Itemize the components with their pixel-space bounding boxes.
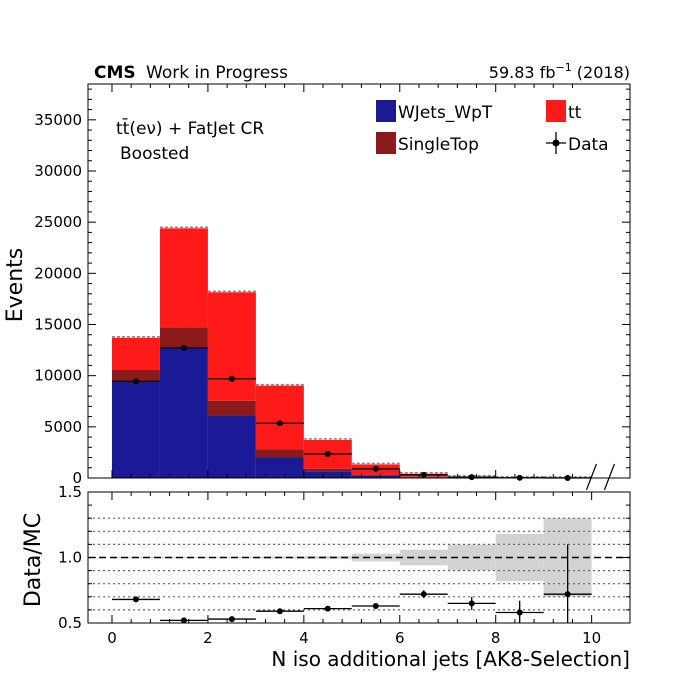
- legend-swatch-1: [546, 100, 566, 122]
- axis-break-mark-2: [603, 463, 615, 491]
- x-tick-label-3: 6: [395, 629, 405, 647]
- stack-bars: [111, 226, 592, 478]
- ratio-point-7: [468, 600, 475, 607]
- bar-singletop-3: [255, 449, 304, 458]
- bar-wjets-wpt-2: [207, 415, 256, 478]
- y-tick-label-1: 5000: [44, 418, 82, 436]
- ratio-frame: [87, 491, 631, 624]
- experiment-name: CMS: [94, 63, 136, 83]
- lumi-exponent: −1: [555, 61, 571, 74]
- lumi-value: 59.83 fb: [489, 63, 556, 82]
- bar-tt-3: [255, 385, 304, 450]
- data-point-2: [228, 375, 235, 382]
- ratio-gridlines: [88, 517, 630, 611]
- data-point-3: [276, 420, 283, 427]
- bar-wjets-wpt-4: [303, 471, 352, 478]
- ratio-point-4: [324, 605, 331, 612]
- x-axis-label: N iso additional jets [AK8-Selection]: [271, 647, 630, 671]
- bar-singletop-2: [207, 400, 256, 416]
- lumi-year: (2018): [572, 63, 630, 82]
- legend: WJets_WpT tt SingleTop Data: [376, 100, 609, 155]
- y-tick-label-5: 25000: [34, 213, 82, 231]
- y-tick-label-3: 15000: [34, 315, 82, 333]
- bar-wjets-wpt-5: [351, 475, 400, 478]
- bar-wjets-wpt-0: [111, 381, 160, 478]
- bar-singletop-1: [159, 327, 208, 349]
- band-bin-1: [159, 556, 208, 559]
- ratio-point-0: [132, 596, 139, 603]
- experiment-label: CMS Work in Progress: [94, 63, 288, 83]
- data-point-5: [372, 465, 379, 472]
- main-panel: 0 5000 10000 15000 20000 25000 30000 35000: [34, 83, 631, 491]
- axis-break-mark-1: [585, 463, 597, 491]
- ratio-point-5: [372, 602, 379, 609]
- x-tick-label-0: 0: [107, 629, 117, 647]
- data-point-1: [180, 345, 187, 352]
- ratio-axes: 0.5 1.0 1.5 0 2 4 6 8 10: [58, 483, 630, 647]
- legend-swatch-0: [376, 100, 396, 122]
- main-axes: 0 5000 10000 15000 20000 25000 30000 35000: [34, 84, 630, 491]
- legend-data-marker: [552, 139, 560, 147]
- ratio-point-1: [180, 617, 187, 624]
- data-point-6: [420, 471, 427, 478]
- bar-wjets-wpt-1: [159, 348, 208, 478]
- y-tick-label-7: 35000: [34, 111, 82, 129]
- region-label: tt̄(eν) + FatJet CR: [116, 117, 264, 139]
- bar-singletop-0: [111, 370, 160, 382]
- ratio-point-2: [228, 616, 235, 623]
- lumi-label: 59.83 fb−1 (2018): [489, 61, 630, 82]
- ratio-point-8: [516, 609, 523, 616]
- legend-label-2: SingleTop: [398, 135, 479, 155]
- main-frame: [87, 83, 631, 479]
- x-tick-label-5: 10: [582, 629, 601, 647]
- bar-singletop-4: [303, 468, 352, 472]
- x-tick-label-1: 2: [203, 629, 213, 647]
- ratio-y-tick-label-0: 0.5: [58, 614, 82, 632]
- y-tick-label-4: 20000: [34, 264, 82, 282]
- band-bin-4: [303, 556, 352, 559]
- legend-label-0: WJets_WpT: [398, 103, 493, 123]
- ratio-y-axis-label: Data/MC: [21, 513, 46, 607]
- ratio-y-tick-label-1: 1.0: [58, 549, 82, 567]
- legend-swatch-2: [376, 132, 396, 154]
- legend-label-3: Data: [568, 135, 609, 155]
- y-tick-label-2: 10000: [34, 367, 82, 385]
- ratio-point-3: [276, 608, 283, 615]
- data-point-7: [468, 474, 475, 481]
- y-axis-label: Events: [3, 248, 28, 323]
- bar-tt-2: [207, 292, 256, 401]
- ratio-points: [111, 544, 592, 624]
- status-label: Work in Progress: [146, 63, 288, 83]
- bar-tt-1: [159, 228, 208, 328]
- legend-label-1: tt: [568, 103, 582, 123]
- ratio-point-6: [420, 591, 427, 598]
- y-tick-label-6: 30000: [34, 162, 82, 180]
- x-tick-label-2: 4: [299, 629, 309, 647]
- ratio-panel: 0.5 1.0 1.5 0 2 4 6 8 10: [58, 483, 631, 647]
- ratio-point-9: [564, 591, 571, 598]
- region-sublabel: Boosted: [120, 144, 189, 164]
- data-point-0: [132, 378, 139, 385]
- bar-singletop-5: [351, 474, 400, 476]
- x-tick-label-4: 8: [491, 629, 501, 647]
- bar-tt-0: [111, 337, 160, 371]
- data-point-4: [324, 450, 331, 457]
- ratio-y-tick-label-2: 1.5: [58, 483, 82, 501]
- bar-wjets-wpt-3: [255, 457, 304, 478]
- y-tick-label-0: 0: [72, 469, 82, 487]
